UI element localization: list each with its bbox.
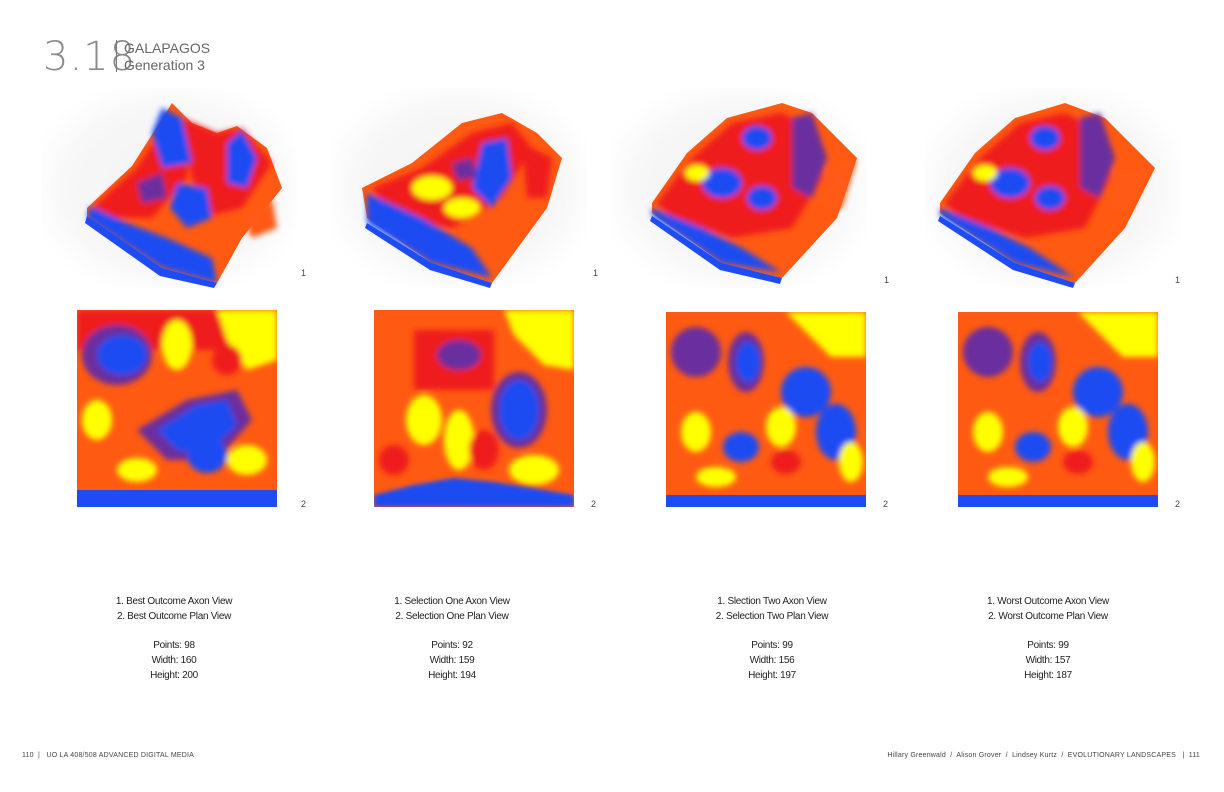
figure-number-axon-3: 1	[884, 275, 890, 285]
stat-width: Width: 157	[1025, 655, 1071, 666]
header-divider	[116, 40, 117, 72]
terrain-plan-image	[374, 310, 574, 507]
terrain-plan-image	[958, 312, 1158, 507]
caption-line-axon: 1. Best Outcome Axon View	[115, 596, 233, 607]
terrain-plan-image	[77, 310, 277, 507]
caption-line-axon: 1. Slection Two Axon View	[717, 596, 827, 607]
stat-height: Height: 200	[150, 670, 198, 681]
axon-view-3	[612, 88, 867, 288]
caption-line-plan: 2. Worst Outcome Plan View	[988, 611, 1108, 622]
caption-3: 1. Slection Two Axon View 2. Selection T…	[657, 594, 887, 683]
caption-line-plan: 2. Best Outcome Plan View	[116, 611, 232, 622]
stat-points: Points: 98	[153, 640, 195, 651]
stat-points: Points: 99	[1027, 640, 1069, 651]
plan-view-1	[77, 310, 277, 507]
terrain-axon-image	[650, 103, 857, 284]
section-heading: GALAPAGOS Generation 3	[124, 40, 210, 74]
caption-line-axon: 1. Worst Outcome Axon View	[987, 596, 1109, 607]
stat-height: Height: 197	[748, 670, 796, 681]
stat-height: Height: 194	[428, 670, 476, 681]
section-number: 3.18	[43, 34, 137, 80]
footer-left: 110 | UO LA 408/508 ADVANCED DIGITAL MED…	[22, 752, 195, 759]
stat-height: Height: 187	[1024, 670, 1072, 681]
caption-line-plan: 2. Selection One Plan View	[395, 611, 509, 622]
terrain-axon-image	[85, 103, 282, 288]
footer-right: Hillary Greenwald / Alison Grover / Lind…	[887, 752, 1200, 759]
caption-1: 1. Best Outcome Axon View 2. Best Outcom…	[59, 594, 289, 683]
section-subtitle: Generation 3	[124, 57, 205, 73]
figure-number-plan-4: 2	[1175, 499, 1181, 509]
plan-view-4	[958, 312, 1158, 509]
stat-width: Width: 156	[749, 655, 795, 666]
axon-view-2	[332, 88, 587, 288]
plan-view-2	[374, 310, 574, 507]
figure-number-plan-2: 2	[591, 499, 597, 509]
terrain-axon-image	[362, 113, 562, 288]
terrain-axon-image	[938, 103, 1155, 288]
caption-line-axon: 1. Selection One Axon View	[394, 596, 510, 607]
figure-number-axon-1: 1	[301, 268, 307, 278]
caption-4: 1. Worst Outcome Axon View 2. Worst Outc…	[933, 594, 1163, 683]
caption-2: 1. Selection One Axon View 2. Selection …	[337, 594, 567, 683]
plan-view-3	[666, 312, 866, 509]
axon-view-1	[42, 88, 297, 288]
figure-number-plan-3: 2	[883, 499, 889, 509]
figure-number-axon-4: 1	[1175, 275, 1181, 285]
terrain-plan-image	[666, 312, 866, 507]
stat-points: Points: 99	[751, 640, 793, 651]
caption-line-plan: 2. Selection Two Plan View	[715, 611, 829, 622]
figure-number-axon-2: 1	[593, 268, 599, 278]
stat-width: Width: 159	[429, 655, 475, 666]
stat-width: Width: 160	[151, 655, 197, 666]
figure-number-plan-1: 2	[301, 499, 307, 509]
section-title: GALAPAGOS	[124, 40, 211, 56]
axon-view-4	[925, 88, 1180, 288]
stat-points: Points: 92	[431, 640, 473, 651]
